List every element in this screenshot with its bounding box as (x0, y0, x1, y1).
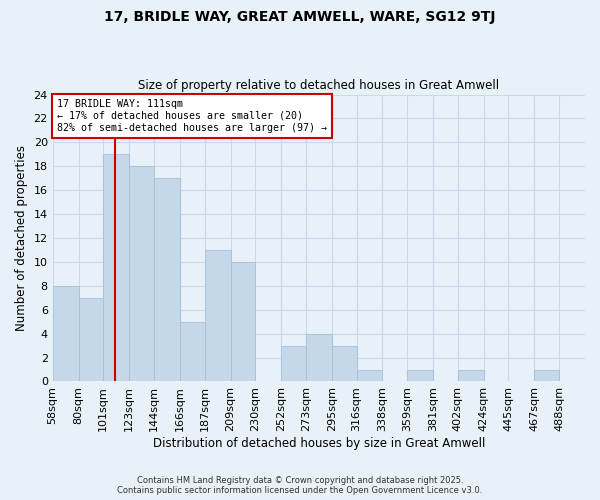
Title: Size of property relative to detached houses in Great Amwell: Size of property relative to detached ho… (138, 79, 499, 92)
Bar (79, 298, 103, 382)
Bar (230, 262, 255, 382)
Bar (129, 166, 154, 382)
Bar (180, 322, 205, 382)
Bar (407, 370, 433, 382)
Text: 17, BRIDLE WAY, GREAT AMWELL, WARE, SG12 9TJ: 17, BRIDLE WAY, GREAT AMWELL, WARE, SG12… (104, 10, 496, 24)
X-axis label: Distribution of detached houses by size in Great Amwell: Distribution of detached houses by size … (152, 437, 485, 450)
Bar (205, 250, 230, 382)
Bar (332, 346, 356, 382)
Bar (535, 370, 559, 382)
Bar (306, 334, 332, 382)
Y-axis label: Number of detached properties: Number of detached properties (15, 145, 28, 331)
Bar (458, 370, 484, 382)
Bar (154, 178, 180, 382)
Text: Contains HM Land Registry data © Crown copyright and database right 2025.
Contai: Contains HM Land Registry data © Crown c… (118, 476, 482, 495)
Text: 17 BRIDLE WAY: 111sqm
← 17% of detached houses are smaller (20)
82% of semi-deta: 17 BRIDLE WAY: 111sqm ← 17% of detached … (58, 100, 328, 132)
Bar (356, 370, 382, 382)
Bar (103, 154, 129, 382)
Bar (281, 346, 306, 382)
Bar (53, 286, 79, 382)
